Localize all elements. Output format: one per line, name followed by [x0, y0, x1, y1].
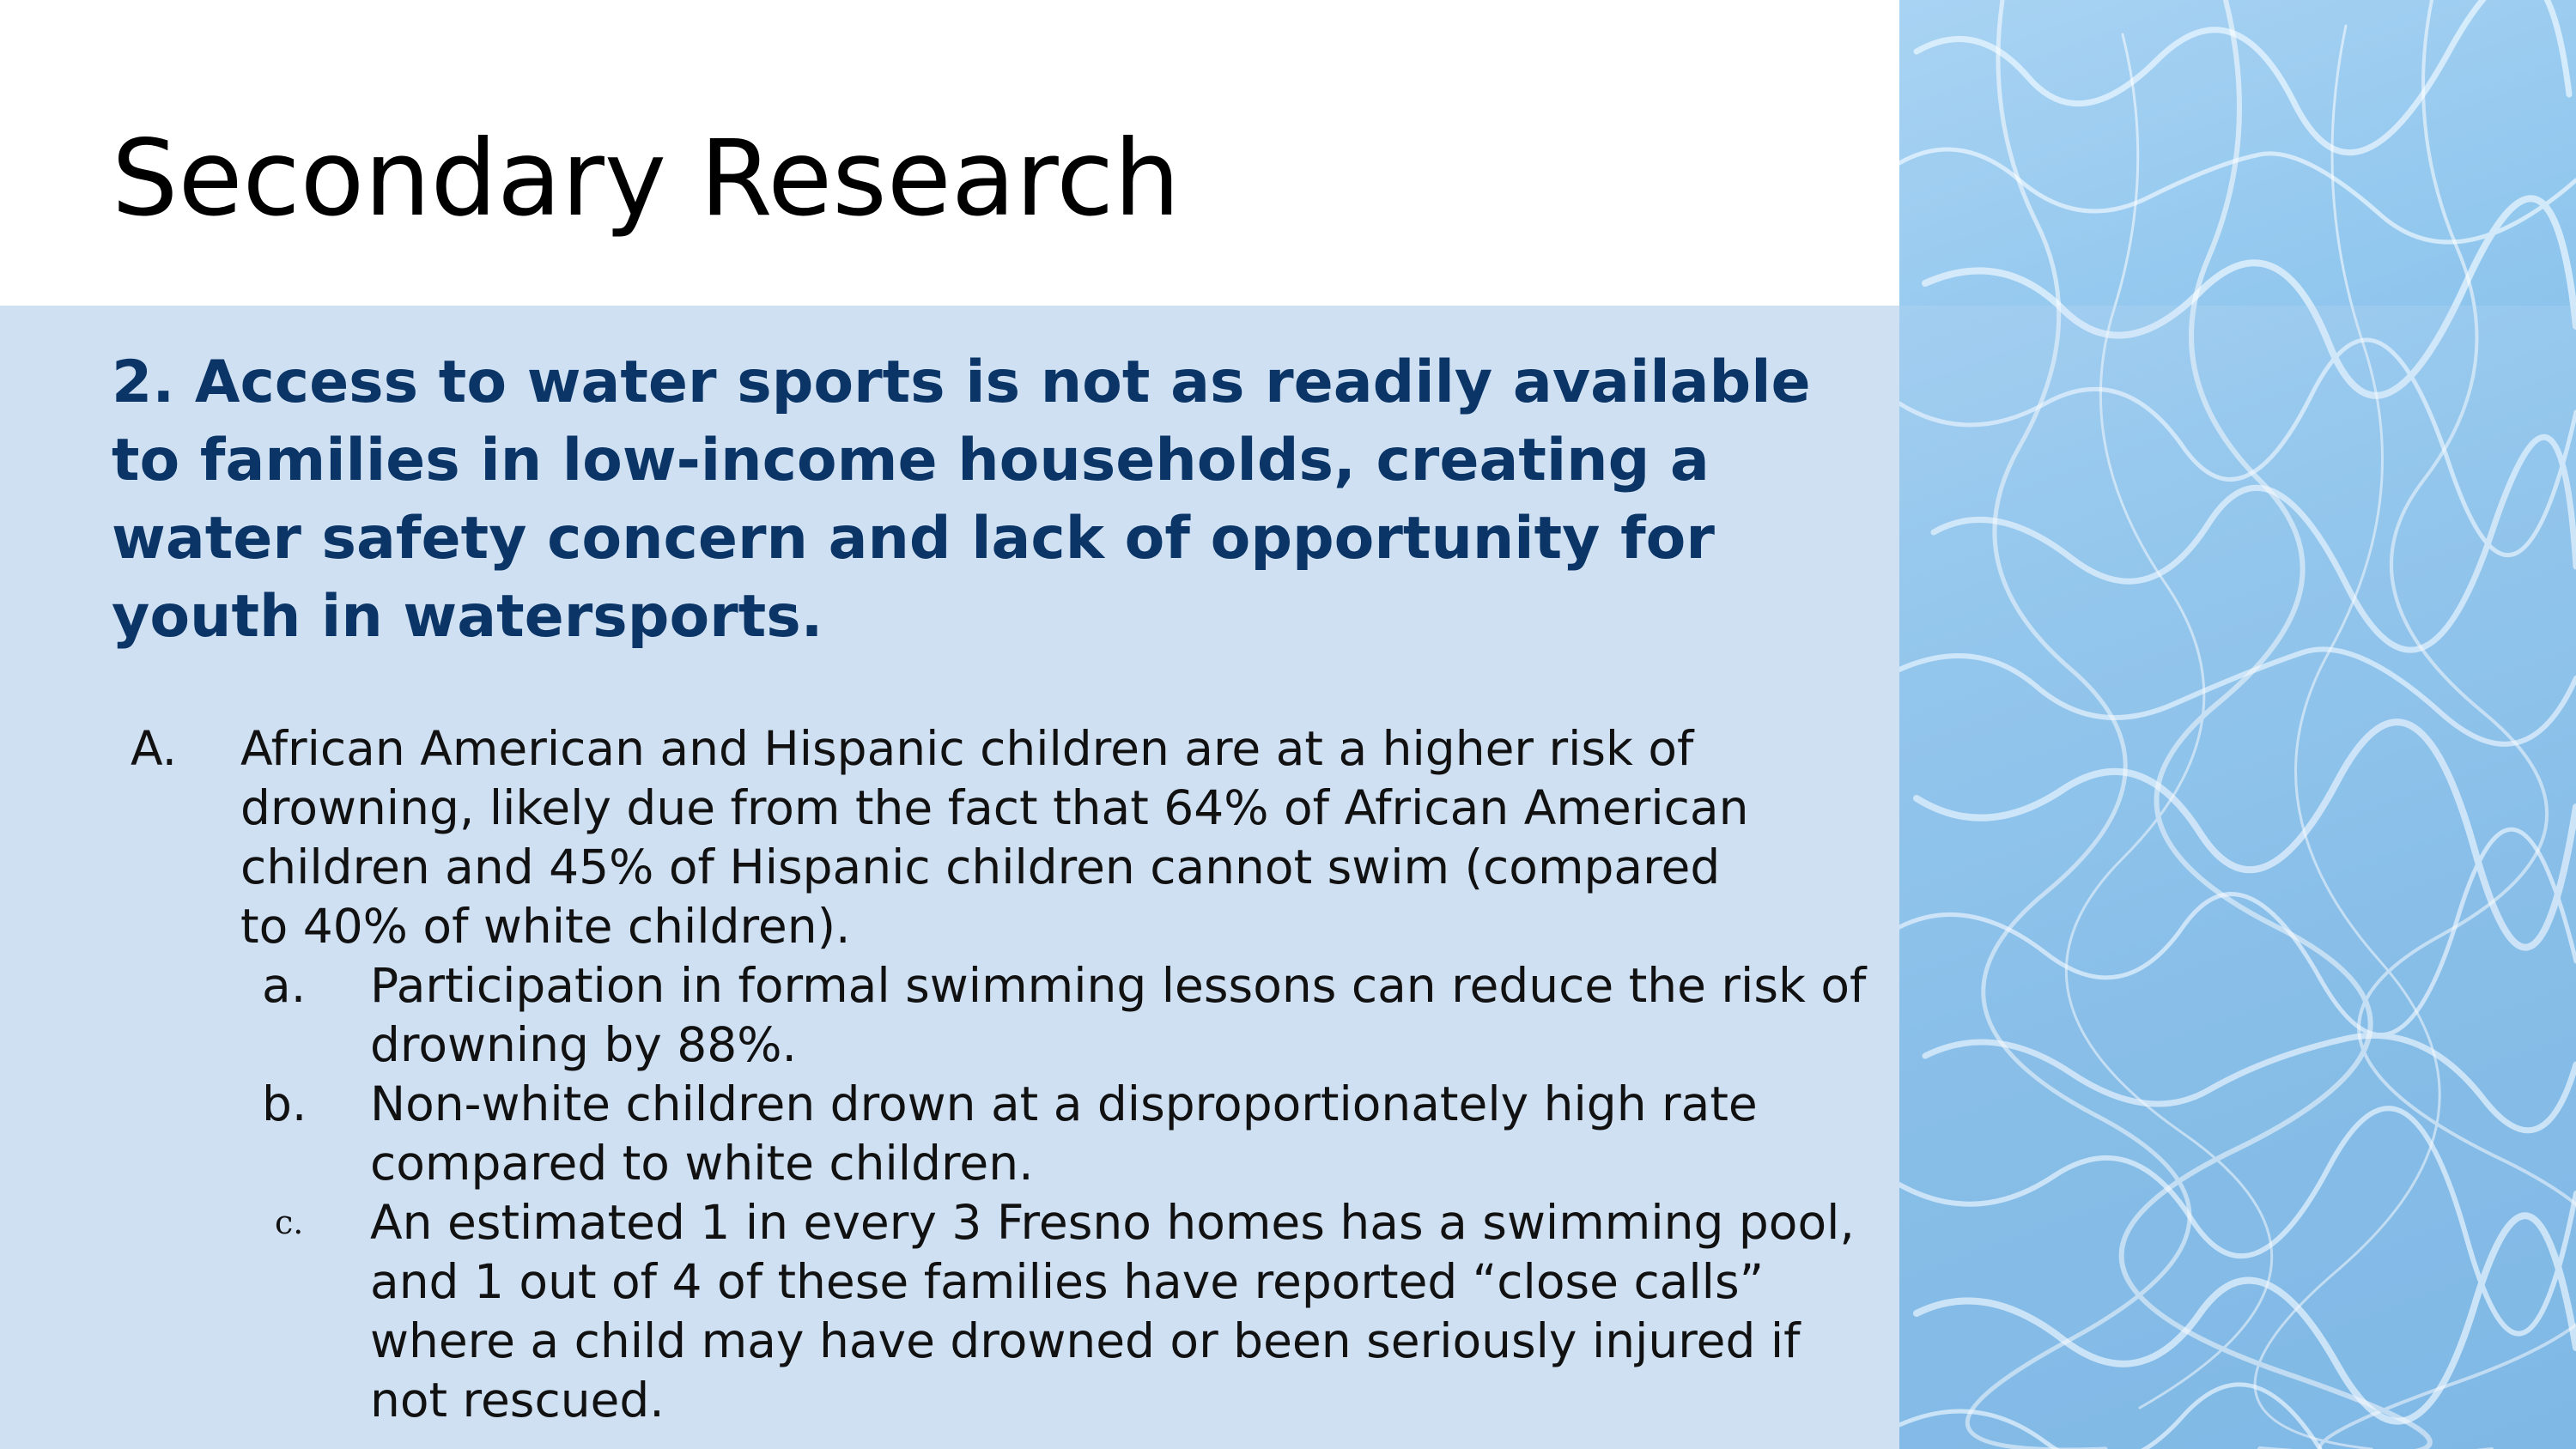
water-caustics	[1899, 0, 2576, 1449]
list-marker: b.	[262, 1076, 307, 1131]
list-marker: c.	[275, 1203, 304, 1241]
list-item: A. African American and Hispanic childre…	[0, 719, 1777, 956]
list-marker: A.	[131, 721, 178, 776]
list-item-text: An estimated 1 in every 3 Fresno homes h…	[370, 1195, 1855, 1428]
water-overlay	[1899, 306, 2576, 1449]
sub-list-item: c. An estimated 1 in every 3 Fresno home…	[0, 1193, 1873, 1430]
content-band	[0, 306, 1899, 1449]
pool-water-image	[1899, 0, 2576, 1449]
list-item-text: African American and Hispanic children a…	[240, 721, 1749, 954]
list-item-text: Participation in formal swimming lessons…	[370, 958, 1867, 1072]
list-marker: a.	[262, 958, 307, 1013]
research-list: A. African American and Hispanic childre…	[0, 719, 1899, 1430]
list-item-text: Non-white children drown at a disproport…	[370, 1076, 1758, 1191]
slide-title: Secondary Research	[112, 118, 1181, 239]
sub-list-item: b. Non-white children drown at a disprop…	[0, 1075, 1873, 1193]
sub-list-item: a. Participation in formal swimming less…	[0, 956, 1873, 1075]
title-band: Secondary Research	[0, 0, 1899, 306]
slide-heading: 2. Access to water sports is not as read…	[112, 349, 1811, 651]
